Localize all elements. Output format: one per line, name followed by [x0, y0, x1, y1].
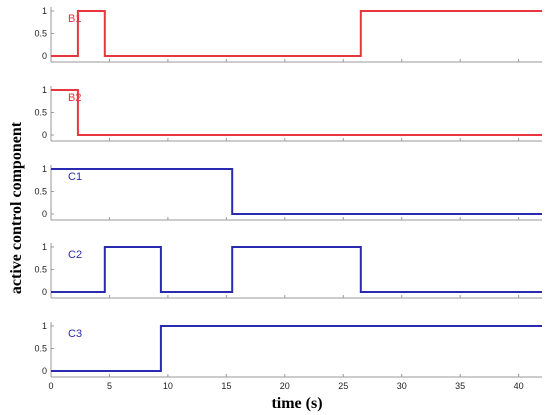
series-label-b2: B2: [68, 92, 81, 104]
series-label-c2: C2: [68, 249, 82, 261]
y-tick-label: 1: [42, 164, 47, 174]
series-label-b1: B1: [68, 13, 81, 25]
y-tick-label: 0: [42, 366, 47, 376]
series-line-c3: [51, 325, 542, 372]
x-tick-label: 10: [163, 381, 173, 391]
y-tick-label: 0.5: [34, 265, 47, 275]
x-tick-label: 0: [48, 381, 53, 391]
series-line-b2: [51, 89, 542, 136]
subplot-c2: 0 0.5 1 C2: [34, 242, 542, 299]
y-tick-label: 0.5: [34, 187, 47, 197]
y-tick-label: 0: [42, 287, 47, 297]
subplot-c1: 0 0.5 1 C1: [34, 164, 542, 221]
series-line-c2: [51, 246, 542, 293]
y-tick-label: 1: [42, 321, 47, 331]
x-tick-label: 15: [221, 381, 231, 391]
y-tick-label: 0: [42, 209, 47, 219]
x-tick-label: 25: [338, 381, 348, 391]
y-tick-label: 1: [42, 85, 47, 95]
series-line-b1: [51, 10, 542, 57]
x-tick-label: 20: [280, 381, 290, 391]
y-tick-label: 0.5: [34, 344, 47, 354]
x-tick-label: 35: [455, 381, 465, 391]
x-axis-title: time (s): [271, 395, 322, 412]
subplot-b1: 0 0.5 1 B1: [34, 6, 542, 63]
y-tick-label: 0.5: [34, 108, 47, 118]
y-tick-label: 1: [42, 6, 47, 16]
x-tick-label: 30: [397, 381, 407, 391]
y-tick-label: 1: [42, 242, 47, 252]
x-tick-label: 5: [107, 381, 112, 391]
series-line-c1: [51, 168, 542, 215]
series-label-c3: C3: [68, 328, 82, 340]
y-axis-title: active control component: [8, 121, 25, 294]
x-tick-label: 40: [514, 381, 524, 391]
y-tick-label: 0: [42, 130, 47, 140]
series-label-c1: C1: [68, 171, 82, 183]
y-tick-label: 0.5: [34, 29, 47, 39]
y-tick-label: 0: [42, 51, 47, 61]
subplot-b2: 0 0.5 1 B2: [34, 85, 542, 142]
